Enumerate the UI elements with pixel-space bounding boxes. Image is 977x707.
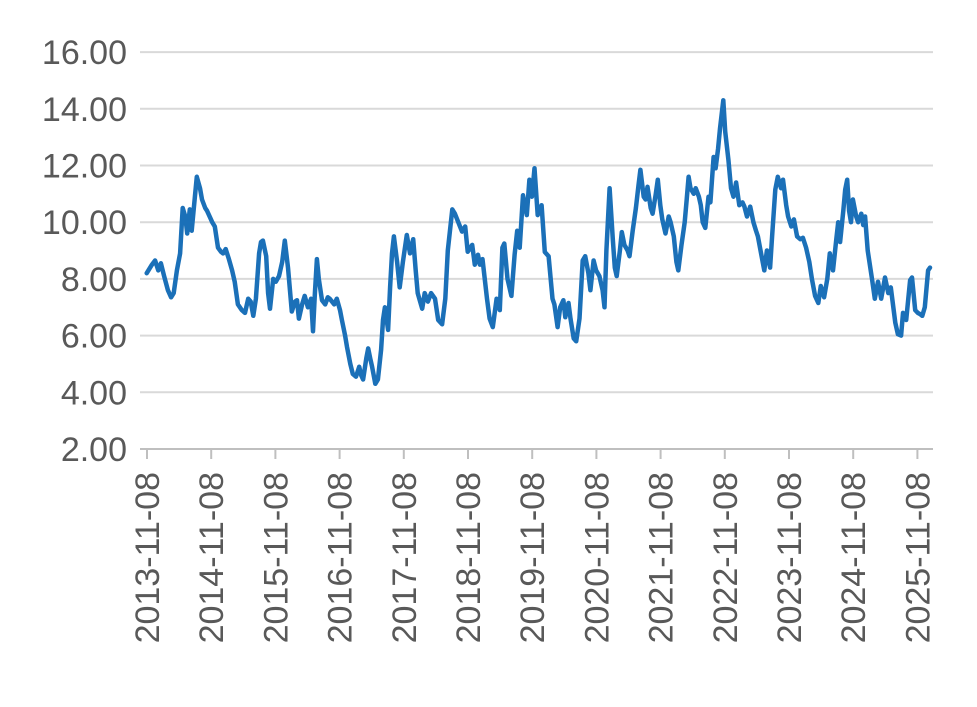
x-tick-label: 2016-11-08 [322,472,360,643]
x-tick-label: 2015-11-08 [257,472,295,643]
y-tick-label: 4.00 [61,374,127,412]
x-tick-label: 2023-11-08 [771,472,809,643]
x-tick-label: 2013-11-08 [129,472,167,643]
y-tick-label: 6.00 [61,318,127,356]
y-tick-label: 16.00 [42,34,127,72]
x-tick-label: 2020-11-08 [578,472,616,643]
x-tick-label: 2022-11-08 [707,472,745,643]
x-tick-label: 2019-11-08 [514,472,552,643]
x-tick-label: 2018-11-08 [450,472,488,643]
x-tick-label: 2024-11-08 [835,472,873,643]
x-tick-label: 2014-11-08 [193,472,231,643]
x-tick-label: 2021-11-08 [643,472,681,643]
y-tick-label: 12.00 [42,148,127,186]
x-axis [140,448,933,459]
y-tick-label: 10.00 [42,204,127,242]
x-axis-labels: 2013-11-08 2014-11-08 2015-11-08 2016-11-08… [129,472,937,643]
x-tick-label: 2025-11-08 [899,472,937,643]
y-tick-label: 14.00 [42,91,127,129]
series-line [144,98,933,387]
y-tick-label: 2.00 [61,431,127,469]
x-tick-label: 2017-11-08 [386,472,424,643]
gridlines [140,51,933,394]
y-axis-labels: 16.00 14.00 12.00 10.00 8.00 6.00 4.00 2.00 [42,34,127,469]
y-tick-label: 8.00 [61,261,127,299]
